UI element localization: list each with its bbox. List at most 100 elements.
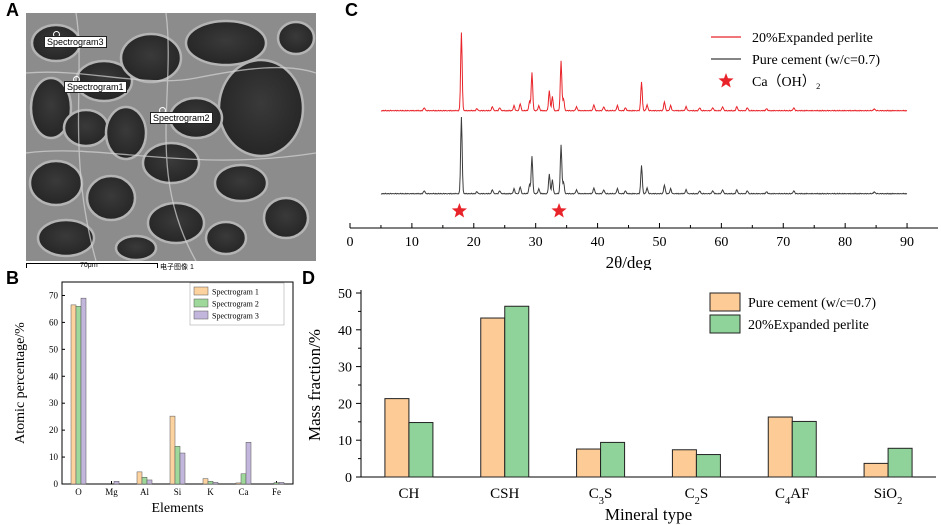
bar-b	[245, 442, 252, 485]
sem-micrograph: Spectrogram3 Spectrogram1 Spectrogram2	[26, 13, 316, 261]
x-axis-label-c: 2θ/deg	[606, 253, 652, 270]
x-tick-label-b: K	[207, 487, 214, 497]
xrd-line-pure-cement	[380, 117, 908, 195]
y-tick-label-b: 10	[49, 452, 59, 462]
bar-b	[174, 446, 181, 485]
y-tick-label-d: 10	[338, 434, 352, 449]
x-tick-label-d: C2S	[685, 486, 709, 507]
panel-letter-b: B	[6, 268, 19, 288]
y-tick-label-d: 20	[338, 397, 352, 412]
panel-letter-c: C	[345, 0, 358, 20]
bar-b	[278, 482, 285, 485]
sem-scale-bar	[26, 263, 158, 268]
x-tick-label-c: 20	[467, 235, 481, 250]
sem-caption: 电子图像 1	[160, 264, 194, 271]
bar-b	[235, 482, 242, 485]
bar-d	[767, 416, 793, 478]
ca-oh2-star-marker	[451, 203, 468, 218]
x-tick-label-b: Al	[140, 487, 149, 497]
x-tick-label-d: C3S	[589, 486, 613, 507]
legend-label-d: Pure cement (w/c=0.7)	[748, 296, 876, 311]
x-tick-label-b: Mg	[105, 487, 118, 497]
bar-b	[169, 415, 176, 485]
xrd-line-expanded-perlite	[380, 32, 908, 112]
bar-b	[179, 452, 186, 485]
x-tick-label-b: O	[75, 487, 82, 497]
legend-label-d: 20%Expanded perlite	[748, 318, 869, 333]
bar-d	[408, 422, 434, 478]
bar-d	[671, 449, 697, 478]
x-tick-label-b: Ca	[239, 487, 249, 497]
x-tick-label-c: 90	[900, 235, 914, 250]
y-tick-label-b: 50	[49, 344, 59, 354]
bar-b	[80, 297, 87, 485]
legend-swatch-b	[193, 310, 209, 320]
y-axis-label-b: Atomic percentage/%	[13, 322, 28, 444]
legend-swatch-b	[193, 286, 209, 296]
legend-label-c: Ca（OH）₂	[752, 74, 821, 90]
x-tick-label-c: 0	[347, 235, 354, 250]
chart-b: 0 10 20 30 40 50 60 70 O Mg Al Si K Ca Fe Elements Atomi…	[13, 281, 294, 516]
sem-scale-label: 70μm	[80, 262, 98, 269]
bar-b	[75, 305, 82, 485]
bar-b	[141, 477, 148, 485]
bar-b	[212, 482, 219, 485]
chart-d: 0 10 20 30 40 50 CH CSH C3S C2S C4AF SiO2 Mineral ty…	[305, 287, 936, 524]
legend-label-c: 20%Expanded perlite	[752, 31, 873, 46]
x-tick-label-c: 70	[776, 235, 790, 250]
x-axis-label-b: Elements	[151, 501, 203, 516]
x-axis-label-d: Mineral type	[605, 505, 692, 524]
legend-swatch-d	[709, 314, 741, 334]
y-tick-label-d: 40	[338, 324, 352, 339]
bar-d	[791, 420, 817, 478]
x-tick-label-b: Fe	[272, 487, 281, 497]
y-tick-label-b: 0	[54, 479, 59, 489]
chart-c: 0 10 20 30 40 50 60 70 80 90 2θ/deg 20%Expanded per…	[347, 31, 938, 270]
x-tick-label-c: 10	[405, 235, 419, 250]
y-tick-label-b: 20	[49, 425, 59, 435]
bar-b	[240, 473, 247, 485]
bar-b	[146, 479, 153, 485]
bar-d	[576, 448, 602, 478]
panel-letter-d: D	[302, 268, 315, 288]
y-axis-label-d: Mass fraction/%	[305, 329, 324, 441]
bar-b	[136, 471, 143, 485]
x-tick-label-c: 50	[652, 235, 666, 250]
legend-swatch-b	[193, 298, 209, 308]
bar-d	[695, 454, 721, 478]
bar-d	[384, 398, 410, 478]
bar-d	[504, 305, 530, 478]
x-tick-label-d: CH	[398, 486, 419, 502]
bar-b	[273, 482, 280, 485]
bar-b	[202, 478, 209, 485]
y-tick-label-b: 60	[49, 317, 59, 327]
legend-label-b: Spectrogram 1	[212, 288, 259, 297]
legend-label-b: Spectrogram 2	[212, 300, 259, 309]
bar-b	[113, 481, 120, 485]
panel-letter-a: A	[6, 0, 19, 20]
x-tick-label-b: Si	[174, 487, 182, 497]
y-tick-label-d: 50	[338, 287, 352, 302]
x-tick-label-d: CSH	[490, 486, 519, 502]
legend-label-b: Spectrogram 3	[212, 312, 259, 321]
y-tick-label-b: 40	[49, 371, 59, 381]
ca-oh2-star-marker	[551, 203, 567, 218]
bar-b	[207, 481, 214, 485]
bar-d	[600, 441, 626, 478]
x-tick-label-d: C4AF	[775, 486, 809, 507]
bar-d	[863, 462, 889, 478]
sem-image	[26, 13, 316, 261]
x-tick-label-c: 40	[591, 235, 605, 250]
x-tick-label-d: SiO2	[874, 486, 903, 507]
bar-d	[480, 317, 506, 478]
legend-label-c: Pure cement (w/c=0.7)	[752, 53, 880, 68]
bar-d	[887, 447, 913, 478]
legend-swatch-d	[709, 292, 741, 312]
bar-b	[70, 304, 77, 485]
y-tick-label-d: 0	[345, 471, 352, 486]
x-tick-label-c: 80	[838, 235, 852, 250]
y-tick-label-b: 30	[49, 398, 59, 408]
y-tick-label-d: 30	[338, 361, 352, 376]
legend-star-icon	[718, 73, 734, 88]
y-tick-label-b: 70	[49, 290, 59, 300]
